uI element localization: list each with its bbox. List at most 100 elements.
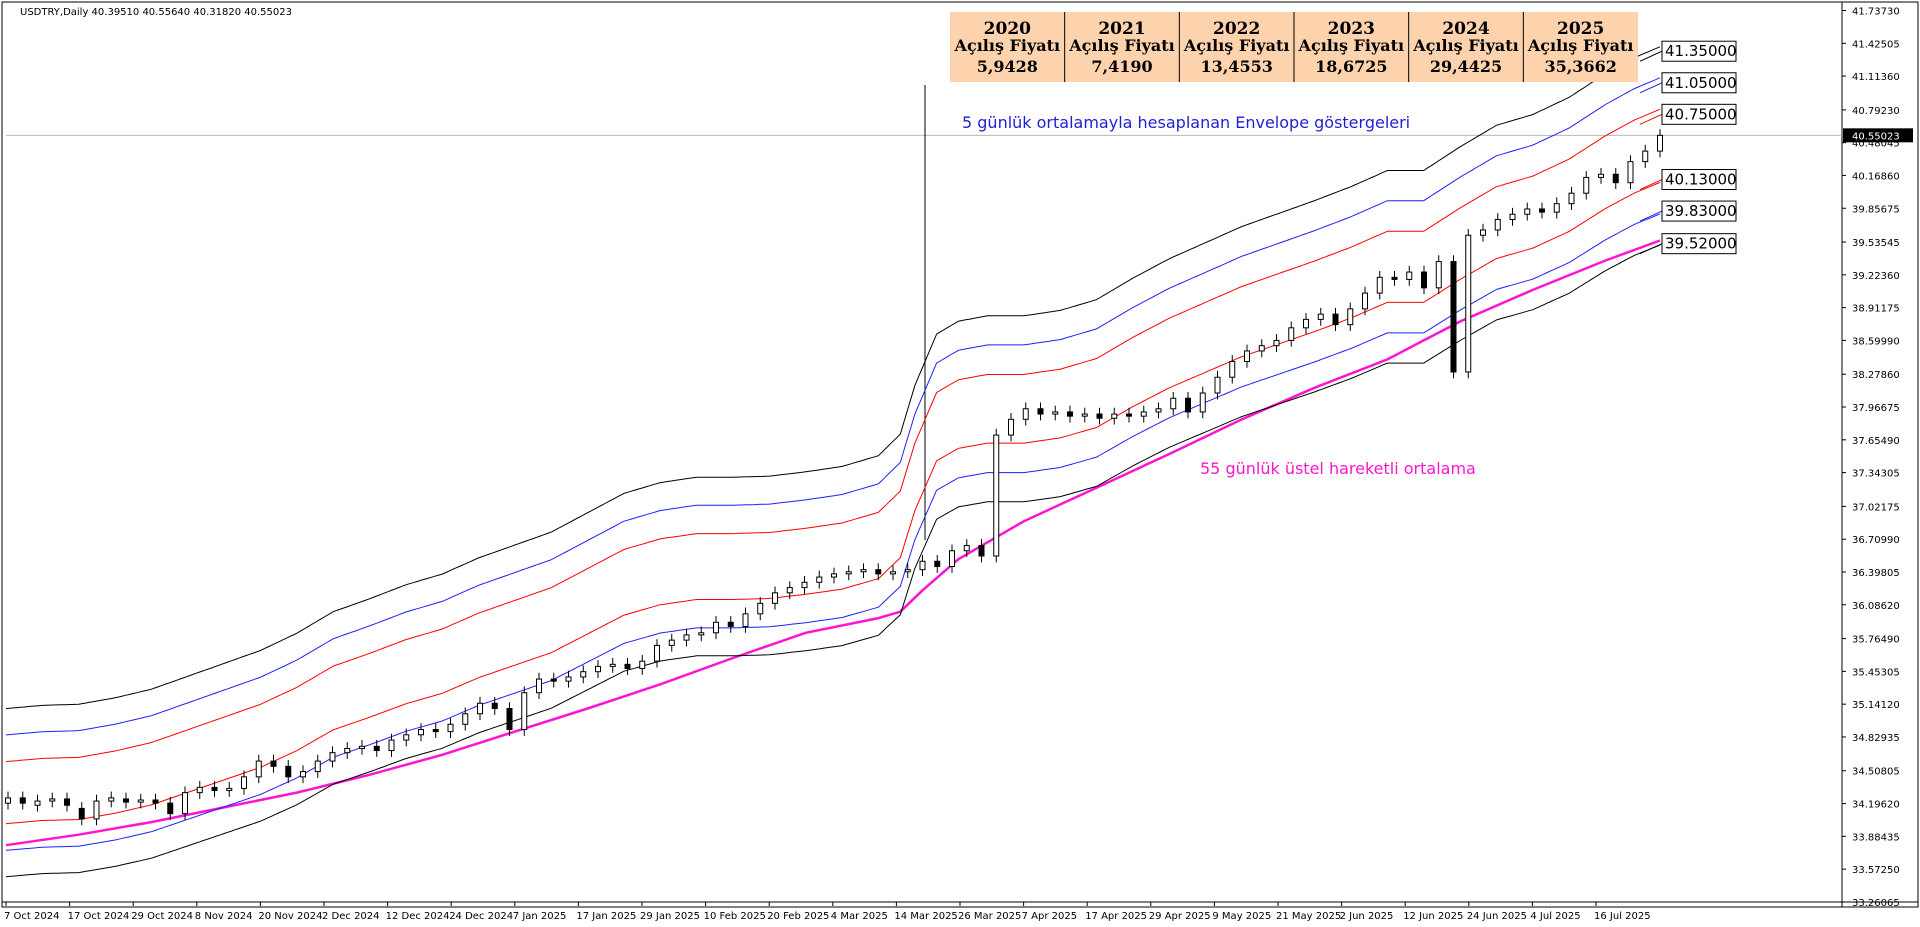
candle-body [1199,392,1206,413]
y-tick-label: 37.96675 [1852,403,1900,414]
y-tick-label: 41.73730 [1852,6,1900,17]
candle-body [742,613,749,627]
candle-body [1450,261,1457,373]
y-tick-label: 39.85675 [1852,204,1900,215]
candle [550,672,557,688]
envelope-inner-upper [5,108,1661,763]
candle-body [1052,411,1059,415]
candle [152,793,159,810]
candle [683,628,690,647]
candle [1081,407,1088,423]
candle [1642,144,1649,168]
candle [1170,391,1177,416]
candle [93,794,100,826]
candle [270,754,277,773]
x-tick-label: 7 Oct 2024 [4,911,59,922]
x-tick-label: 17 Apr 2025 [1085,911,1147,922]
candle [1553,197,1560,219]
candle-body [993,434,1000,557]
candle-body [801,581,808,589]
candle-body [1317,313,1324,320]
level-connector [1639,243,1663,255]
candle-body [654,644,660,662]
y-tick-label: 37.34305 [1852,469,1900,480]
candle-body [580,671,587,678]
level-value: 41.35000 [1665,42,1737,60]
candle-body [1494,218,1501,231]
candle-body [1155,408,1162,413]
candle [19,791,26,810]
candle [875,563,882,581]
y-tick-label: 34.82935 [1852,733,1900,744]
y-tick-label: 36.08620 [1852,601,1900,612]
table-label: Açılış Fiyatı [954,36,1061,55]
candle-body [1140,411,1147,417]
candle-body [1008,418,1014,436]
table-value: 29,4425 [1430,57,1502,76]
candle-body [816,576,823,583]
candle [49,792,56,808]
candle [1657,129,1663,158]
table-value: 5,9428 [977,57,1038,76]
candle [403,728,410,747]
candle [1303,313,1309,335]
candle [1480,223,1486,242]
candle [255,754,262,784]
table-value: 7,4190 [1091,57,1152,76]
candle [595,660,601,678]
candle-body [1229,360,1236,378]
candle-body [167,802,174,815]
candle-body [329,752,336,762]
candle-body [875,569,882,575]
ema-55-line [5,239,1661,847]
candle [64,792,70,812]
candle-body [49,798,56,802]
x-tick-label: 14 Mar 2025 [894,911,957,922]
candle-body [19,797,26,804]
candle [78,802,85,826]
envelope-lines [5,46,1661,878]
candle-body [639,660,646,670]
candle-body [919,560,926,571]
table-value: 18,6725 [1315,57,1387,76]
x-tick-label: 12 Jun 2025 [1403,911,1463,922]
x-tick-label: 7 Jan 2025 [513,911,567,922]
candle [1258,339,1265,358]
candle [668,633,675,652]
candle-body [1421,271,1427,289]
x-tick-label: 9 May 2025 [1212,911,1271,922]
candle [1494,213,1501,237]
candle-body [1509,213,1516,220]
candle [580,665,587,684]
candle-body [1096,413,1103,419]
candle [521,686,528,736]
candle-body [1524,208,1531,215]
candle-body [462,713,469,725]
candle [1288,321,1295,347]
x-tick-label: 17 Jan 2025 [576,911,636,922]
candle [108,791,115,808]
candle [609,658,616,673]
candle [1421,265,1427,295]
candle [226,782,233,797]
y-tick-label: 41.42505 [1852,39,1900,50]
candle-body [536,678,542,694]
y-tick-label: 35.45305 [1852,667,1900,678]
y-tick-label: 33.26065 [1852,898,1900,909]
candle [491,696,498,715]
candle-body [1657,134,1663,152]
candle-body [565,676,572,682]
symbol-header: USDTRY,Daily 40.39510 40.55640 40.31820 … [20,7,292,18]
candle-body [949,550,955,568]
level-connector [1639,210,1663,222]
level-box [1661,40,1737,62]
current-price-label: 40.55023 [1852,131,1900,142]
price-level-labels: 41.35000 41.05000 40.75000 40.13000 39.83000… [1639,40,1737,255]
candle [1406,265,1413,286]
candle [447,717,454,738]
candle [477,696,483,721]
x-tick-label: 21 May 2025 [1276,911,1341,922]
candle-body [1126,413,1132,417]
